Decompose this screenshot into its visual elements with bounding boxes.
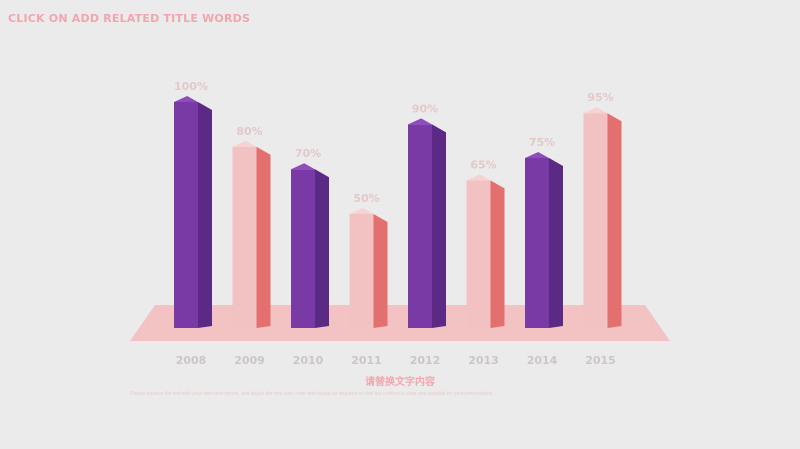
bar-top [291,163,329,178]
bar-2010 [291,163,329,328]
value-label: 65% [470,158,496,171]
bar-2013 [466,174,505,328]
x-tick-label: 2012 [410,354,441,367]
value-label: 70% [295,147,321,160]
bar-top [466,174,505,189]
bar-2011 [349,208,388,328]
x-tick-label: 2014 [527,354,558,367]
bar-front [408,124,432,329]
x-tick-label: 2013 [468,354,499,367]
value-label: 90% [412,102,438,115]
bar-side [198,102,212,328]
bar-top [583,107,622,122]
bar-side [607,113,622,328]
bar-side [432,124,446,329]
description-text: Please replace the text with your own de… [130,391,494,397]
bar-2012 [408,118,446,329]
value-label: 95% [587,91,613,104]
bar-front [349,214,374,328]
page-title: CLICK ON ADD RELATED TITLE WORDS [8,12,251,25]
x-tick-label: 2015 [585,354,616,367]
value-label: 75% [529,136,555,149]
bar-top [525,152,563,166]
bar-side [256,146,271,328]
bar-front [232,146,257,328]
bar-2008 [174,96,212,328]
bar-front [525,158,549,328]
x-tick-label: 2010 [293,354,324,367]
bar-top [408,118,446,133]
x-tick-labels-group: 2008 2009 2010 2011 2012 2013 2014 2015 [176,354,616,367]
x-tick-label: 2008 [176,354,207,367]
chart-subtitle: 请替换文字内容 [365,377,435,388]
x-tick-label: 2011 [351,354,382,367]
bar-side [490,180,505,328]
bar-front [291,169,315,328]
bar-2015 [583,107,622,328]
value-label: 80% [236,125,262,138]
bar-2014 [525,152,563,328]
value-label: 100% [174,80,208,93]
bar-front [466,180,491,328]
bar-side [315,169,329,328]
bar-front [174,102,198,328]
bar-top [174,96,212,110]
bar-2009 [232,140,271,328]
bar-front [583,113,608,328]
value-labels-group: 100% 80% 70% 50% 90% 65% 75% 95% [174,80,614,205]
value-label: 50% [353,192,379,205]
bar-side [549,158,563,328]
bars-group [174,96,622,329]
x-tick-label: 2009 [234,354,265,367]
bar-top [232,140,271,155]
bar-side [373,214,388,328]
bar-top [349,208,388,222]
